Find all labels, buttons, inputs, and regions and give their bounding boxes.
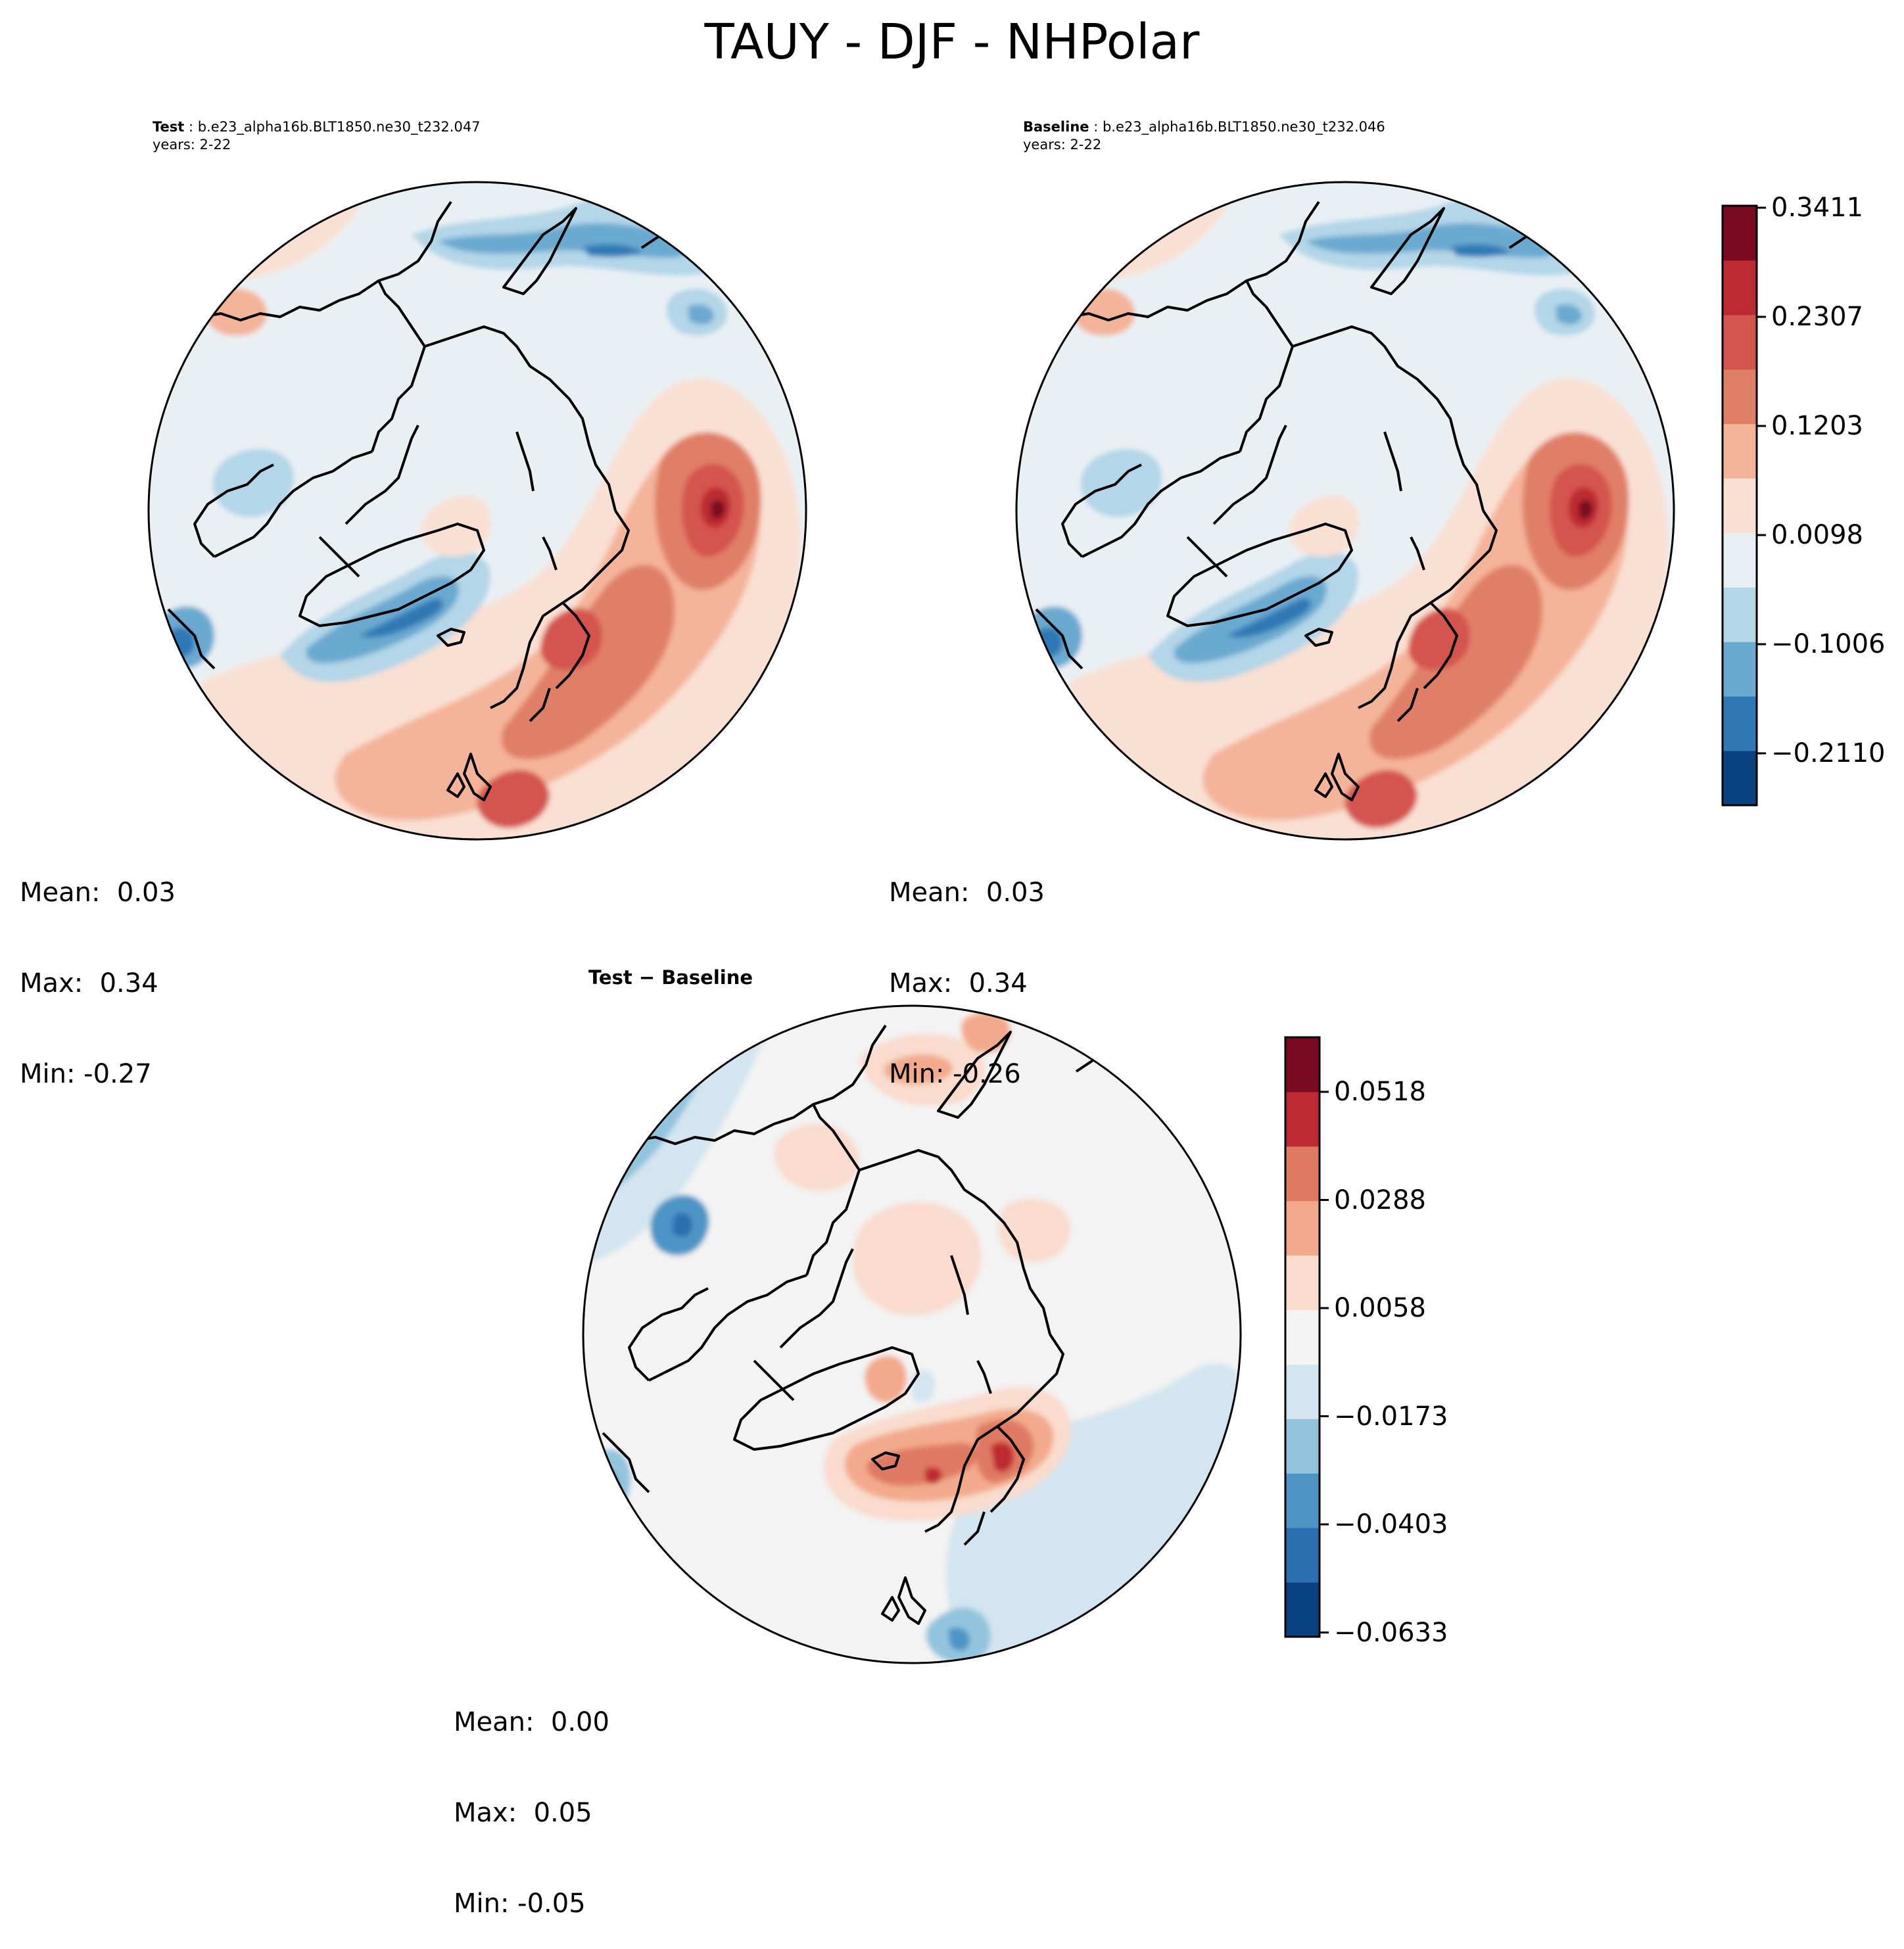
colorbar-frame xyxy=(1721,204,1758,807)
colorbar-segment xyxy=(1723,532,1757,588)
baseline-label: Baseline xyxy=(1023,119,1089,135)
colorbar-segment xyxy=(1723,423,1757,479)
diff-stats: Mean: 0.00 Max: 0.05 Min: -0.05 xyxy=(454,1647,609,1949)
colorbar-tick-label: 0.3411 xyxy=(1771,193,1863,223)
colorbar-tick-label: 0.0058 xyxy=(1334,1293,1426,1323)
colorbar-segment xyxy=(1285,1037,1320,1092)
colorbar-tick-label: 0.1203 xyxy=(1771,411,1863,441)
colorbar-segment xyxy=(1723,587,1757,642)
test-years: years: 2-22 xyxy=(153,137,231,153)
colorbar-frame xyxy=(1284,1036,1321,1638)
colorbar-segment xyxy=(1285,1473,1320,1528)
test-map xyxy=(147,181,807,841)
test-colon: : xyxy=(184,119,198,135)
diff-mean: Mean: 0.00 xyxy=(454,1707,609,1737)
baseline-mean: Mean: 0.03 xyxy=(889,878,1045,908)
diff-max: Max: 0.05 xyxy=(454,1798,592,1828)
colorbar-segment xyxy=(1285,1582,1320,1637)
test-case-name: b.e23_alpha16b.BLT1850.ne30_t232.047 xyxy=(197,119,481,135)
baseline-years: years: 2-22 xyxy=(1023,137,1102,153)
colorbar-tick-label: −0.2110 xyxy=(1771,738,1886,768)
colorbar-segment xyxy=(1285,1200,1320,1256)
colorbar-tick-label: 0.2307 xyxy=(1771,302,1863,332)
colorbar-tick-label: 0.0288 xyxy=(1334,1185,1426,1215)
figure-title: TAUY - DJF - NHPolar xyxy=(704,14,1200,70)
colorbar-tick-label: −0.0403 xyxy=(1334,1509,1448,1539)
colorbar-segment xyxy=(1285,1255,1320,1311)
diff-min: Min: -0.05 xyxy=(454,1889,586,1919)
colorbar-segment xyxy=(1723,314,1757,370)
test-min: Min: -0.27 xyxy=(20,1059,152,1089)
main-colorbar xyxy=(1721,204,1766,807)
diff-map xyxy=(582,1004,1242,1664)
colorbar-segment xyxy=(1285,1091,1320,1147)
baseline-stats: Mean: 0.03 Max: 0.34 Min: -0.26 xyxy=(889,817,1045,1119)
colorbar-segment xyxy=(1285,1528,1320,1583)
colorbar-tick-label: 0.0518 xyxy=(1334,1077,1426,1107)
colorbar-tick-label: 0.0098 xyxy=(1771,520,1863,550)
colorbar-segment xyxy=(1285,1364,1320,1419)
colorbar-segment xyxy=(1723,369,1757,425)
baseline-map xyxy=(1015,181,1675,841)
colorbar-segment xyxy=(1723,478,1757,533)
colorbar-segment xyxy=(1723,260,1757,316)
baseline-max: Max: 0.34 xyxy=(889,968,1028,998)
baseline-colon: : xyxy=(1089,119,1103,135)
baseline-min: Min: -0.26 xyxy=(889,1059,1021,1089)
colorbar-tick-label: −0.1006 xyxy=(1771,629,1886,659)
test-mean: Mean: 0.03 xyxy=(20,878,176,908)
diff-panel-title: Test − Baseline xyxy=(588,966,753,989)
diff-colorbar xyxy=(1284,1036,1329,1638)
test-stats: Mean: 0.03 Max: 0.34 Min: -0.27 xyxy=(20,817,176,1119)
figure-canvas xyxy=(147,181,1766,1664)
colorbar-segment xyxy=(1285,1419,1320,1474)
test-label: Test xyxy=(153,119,185,135)
test-max: Max: 0.34 xyxy=(20,968,158,998)
colorbar-tick-label: −0.0633 xyxy=(1334,1617,1448,1648)
baseline-case-name: b.e23_alpha16b.BLT1850.ne30_t232.046 xyxy=(1102,119,1385,135)
colorbar-segment xyxy=(1723,751,1757,806)
colorbar-segment xyxy=(1285,1309,1320,1365)
colorbar-segment xyxy=(1723,696,1757,751)
colorbar-tick-label: −0.0173 xyxy=(1334,1401,1448,1432)
colorbar-segment xyxy=(1723,206,1757,261)
test-panel-title: Test : b.e23_alpha16b.BLT1850.ne30_t232.… xyxy=(153,118,481,135)
colorbar-segment xyxy=(1285,1146,1320,1202)
colorbar-segment xyxy=(1723,642,1757,697)
baseline-panel-title: Baseline : b.e23_alpha16b.BLT1850.ne30_t… xyxy=(1023,118,1385,135)
